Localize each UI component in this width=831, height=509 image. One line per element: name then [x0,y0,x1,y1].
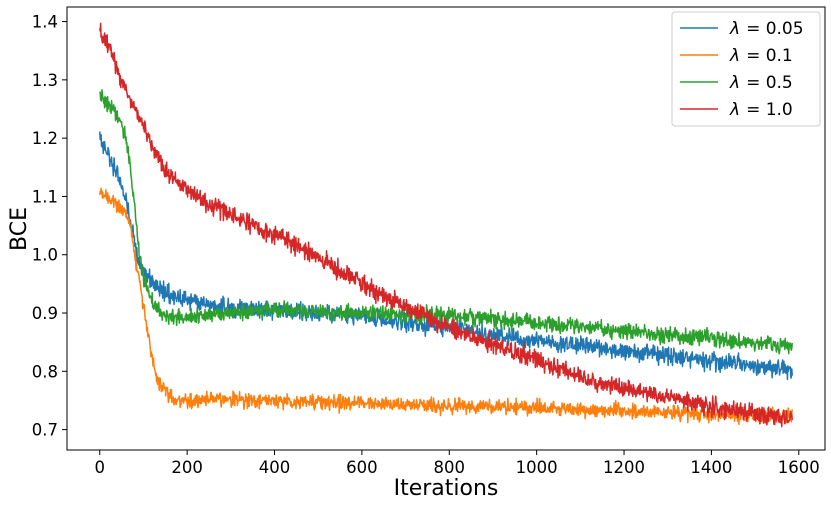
series-line-2 [99,89,793,355]
x-tick-label-1200: 1200 [603,458,645,477]
legend-symbol-0: λ [729,19,740,39]
y-tick-label-1-3: 1.3 [32,71,58,90]
legend-value-2: = 0.5 [746,73,793,93]
y-tick-label-1-0: 1.0 [32,246,58,265]
x-tick-label-0: 0 [95,458,106,477]
y-tick-label-1-2: 1.2 [32,129,58,148]
y-tick-label-0-8: 0.8 [32,362,58,381]
legend-label-1: λ = 0.1 [729,46,793,66]
series-line-3 [99,22,793,428]
y-axis-title: BCE [7,207,32,251]
x-axis-title: Iterations [394,476,499,501]
y-tick-label-1-4: 1.4 [32,13,58,32]
legend-value-3: = 1.0 [746,100,793,120]
x-tick-label-1000: 1000 [516,458,558,477]
y-axis: 0.7 0.8 0.9 1.0 1.1 1.2 1.3 1.4 [32,13,67,440]
legend-value-1: = 0.1 [746,46,793,66]
legend-symbol-3: λ [729,100,740,120]
legend-label-0: λ = 0.05 [729,19,804,39]
legend-box [671,11,821,127]
legend-value-0: = 0.05 [746,19,804,39]
x-tick-label-200: 200 [171,458,203,477]
legend-symbol-1: λ [729,46,740,66]
x-tick-label-800: 800 [434,458,466,477]
x-tick-label-1600: 1600 [778,458,820,477]
legend-symbol-2: λ [729,73,740,93]
plot-frame [66,6,826,451]
series-layer [99,22,793,428]
x-tick-label-400: 400 [259,458,291,477]
legend: λ = 0.05 λ = 0.1 λ = 0.5 λ = 1.0 [671,11,821,127]
legend-label-2: λ = 0.5 [729,73,793,93]
legend-label-3: λ = 1.0 [729,100,793,120]
series-line-1 [99,187,793,426]
y-tick-label-1-1: 1.1 [32,187,58,206]
x-tick-label-600: 600 [346,458,378,477]
y-tick-label-0-9: 0.9 [32,304,58,323]
x-tick-label-1400: 1400 [690,458,732,477]
x-axis: 0 200 400 600 800 1000 1200 1400 1600 [95,450,820,477]
y-tick-label-0-7: 0.7 [32,421,58,440]
